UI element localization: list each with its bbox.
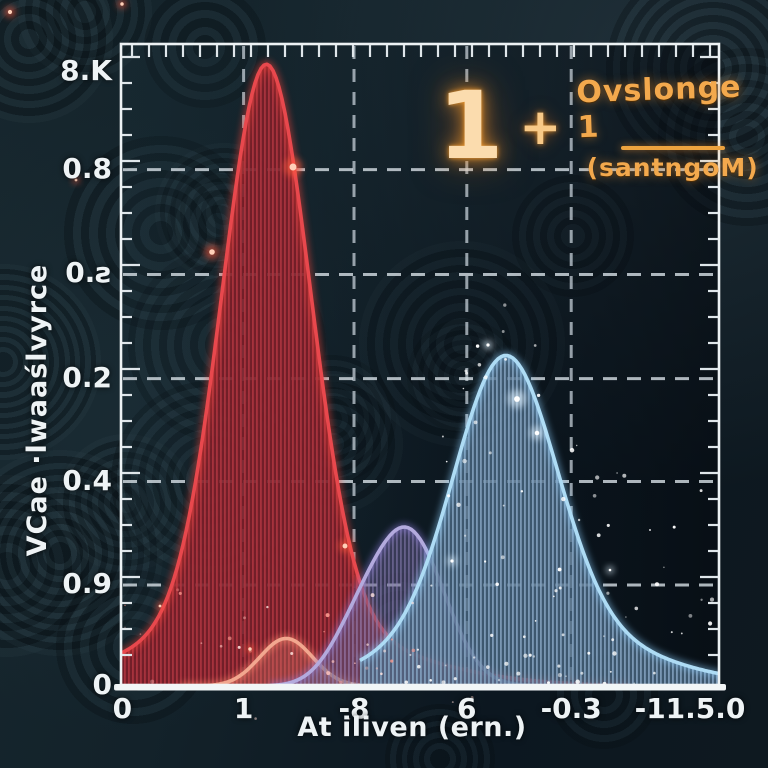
x-axis-title: At iliven (ern.) [297, 712, 527, 743]
y-tick-label: 0.9 [62, 567, 112, 601]
y-axis-title: VCae ·lwaaślvyrce [22, 263, 53, 557]
y-tick-label: 0.4 [62, 463, 112, 497]
formula-fraction: Ovslonge 1 (santngoM) [576, 69, 768, 182]
formula-annotation: 1 + Ovslonge 1 (santngoM) [438, 69, 768, 182]
x-tick-label: 6 [457, 692, 477, 725]
x-tick-label: 1 [233, 692, 254, 725]
blue-distribution-area [360, 355, 718, 685]
bottom-axis-bar [114, 684, 726, 691]
y-tick-label: 0.ƨ [65, 256, 112, 290]
x-tick-label: -11.5.0 [634, 692, 746, 725]
y-tick-label: 8.K [60, 53, 112, 87]
fraction-numerator: Ovslonge 1 [576, 69, 743, 146]
fraction-denominator: (santngoM) [586, 153, 759, 182]
blue-distribution-curve [359, 353, 718, 676]
plus-operator: + [519, 98, 562, 156]
red-distribution-area [122, 64, 612, 685]
formula-lead-number: 1 [438, 72, 504, 181]
y-tick-label: 0 [92, 668, 112, 701]
x-tick-label: -8 [338, 692, 370, 725]
fraction-bar [620, 146, 725, 150]
x-tick-label: -0.3 [540, 692, 602, 725]
y-tick-label: 0.2 [62, 360, 112, 394]
axes-frame [114, 42, 726, 691]
y-tick-label: 0.8 [62, 151, 112, 185]
x-tick-label: 0 [112, 692, 133, 725]
